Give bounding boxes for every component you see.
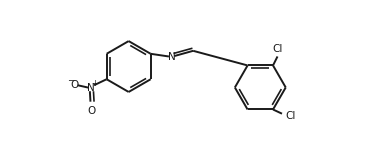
Text: +: + xyxy=(91,79,98,88)
Text: Cl: Cl xyxy=(286,111,296,121)
Text: Cl: Cl xyxy=(272,44,283,54)
Text: N: N xyxy=(87,83,95,93)
Text: O: O xyxy=(88,106,96,116)
Text: −: − xyxy=(67,75,74,84)
Text: N: N xyxy=(168,52,176,62)
Text: O: O xyxy=(71,80,79,90)
